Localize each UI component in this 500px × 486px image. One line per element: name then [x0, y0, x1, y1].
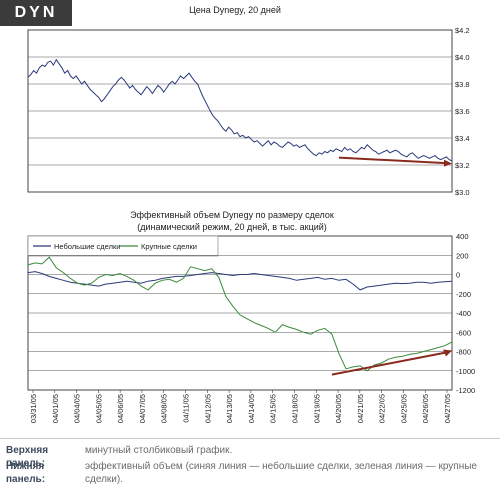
ticker-label: DYN [14, 4, 58, 21]
caption-bottom-panel: Нижняя панель: эффективный объем (синяя … [0, 460, 500, 486]
ticker-badge: DYN [0, 0, 72, 26]
volume-x-tick-label: 04/27/05 [443, 394, 452, 423]
legend-label-large: Крупные сделки [141, 242, 197, 251]
caption-label: Верхняя панель: [6, 445, 49, 469]
chart-canvas: Цена Dynegy, 20 дней $4.2 $4.0 $3.8 $3.6 $3.… [27, 5, 475, 423]
volume-chart-y-ticks: 400 200 0 -200 -400 -600 -800 -1000 -1200 [456, 232, 475, 395]
volume-x-tick-label: 04/08/05 [160, 394, 169, 423]
volume-x-tick-label: 04/20/05 [334, 394, 343, 423]
price-line [27, 58, 453, 162]
caption-label: Нижняя панель: [6, 461, 46, 485]
volume-x-tick-label: 04/15/05 [269, 394, 278, 423]
volume-chart-subtitle: (динамический режим, 20 дней, в тыс. акц… [137, 222, 327, 232]
volume-chart-plot [27, 256, 453, 376]
volume-chart-title: Эффективный объем Dynegy по размеру сдел… [130, 210, 334, 220]
price-y-tick-label: $3.8 [455, 80, 470, 89]
large-trades-line [27, 256, 453, 372]
volume-y-tick-label: -400 [456, 309, 471, 318]
price-y-tick-label: $3.2 [455, 161, 470, 170]
trend-arrow-line [338, 156, 447, 165]
volume-y-tick-label: -800 [456, 348, 471, 357]
volume-x-tick-label: 04/05/05 [94, 394, 103, 423]
trend-arrow-line [331, 351, 447, 376]
volume-y-tick-label: 200 [456, 251, 469, 260]
price-chart-y-ticks: $4.2 $4.0 $3.8 $3.6 $3.4 $3.2 $3.0 [455, 26, 470, 197]
volume-chart-grid [28, 254, 452, 372]
volume-x-tick-label: 04/19/05 [312, 394, 321, 423]
volume-x-tick-label: 04/13/05 [225, 394, 234, 423]
volume-x-tick-label: 04/22/05 [378, 394, 387, 423]
volume-x-tick-label: 04/01/05 [51, 394, 60, 423]
volume-x-tick-label: 04/06/05 [116, 394, 125, 423]
volume-x-tick-label: 04/26/05 [421, 394, 430, 423]
price-y-tick-label: $3.4 [455, 134, 470, 143]
price-chart-title: Цена Dynegy, 20 дней [189, 5, 281, 15]
volume-x-tick-label: 04/04/05 [73, 394, 82, 423]
price-chart-plot [27, 58, 453, 167]
volume-x-tick-label: 04/11/05 [182, 394, 191, 423]
volume-x-tick-label: 04/25/05 [399, 394, 408, 423]
price-y-tick-label: $3.6 [455, 107, 470, 116]
volume-x-tick-label: 04/18/05 [290, 394, 299, 423]
price-y-tick-label: $4.2 [455, 26, 470, 35]
small-trades-line [27, 271, 453, 291]
volume-x-tick-label: 04/12/05 [203, 394, 212, 423]
caption-text: эффективный объем (синяя линия — небольш… [85, 461, 477, 485]
caption-top-panel: Верхняя панель: минутный столбиковый гра… [0, 444, 500, 470]
volume-y-tick-label: 400 [456, 232, 469, 241]
price-y-tick-label: $4.0 [455, 53, 470, 62]
volume-y-tick-label: -1000 [456, 367, 475, 376]
trend-arrow-head [444, 159, 452, 167]
volume-x-tick-label: 04/07/05 [138, 394, 147, 423]
caption-text: минутный столбиковый график. [85, 445, 233, 456]
caption-divider [0, 438, 500, 439]
volume-y-tick-label: -1200 [456, 386, 475, 395]
volume-legend: Небольшие сделки Крупные сделки [27, 235, 219, 257]
price-y-tick-label: $3.0 [455, 188, 470, 197]
volume-x-tick-label: 04/21/05 [356, 394, 365, 423]
volume-x-tick-label: 03/31/05 [29, 394, 38, 423]
trend-arrow-head [443, 349, 452, 357]
volume-chart-x-ticks: 03/31/05 04/01/05 04/04/05 04/05/05 04/06/05… [29, 390, 452, 423]
legend-label-small: Небольшие сделки [54, 242, 120, 251]
volume-y-tick-label: -200 [456, 290, 471, 299]
volume-x-tick-label: 04/14/05 [247, 394, 256, 423]
volume-y-tick-label: -600 [456, 328, 471, 337]
volume-y-tick-label: 0 [456, 271, 460, 280]
price-chart-grid [28, 56, 452, 166]
